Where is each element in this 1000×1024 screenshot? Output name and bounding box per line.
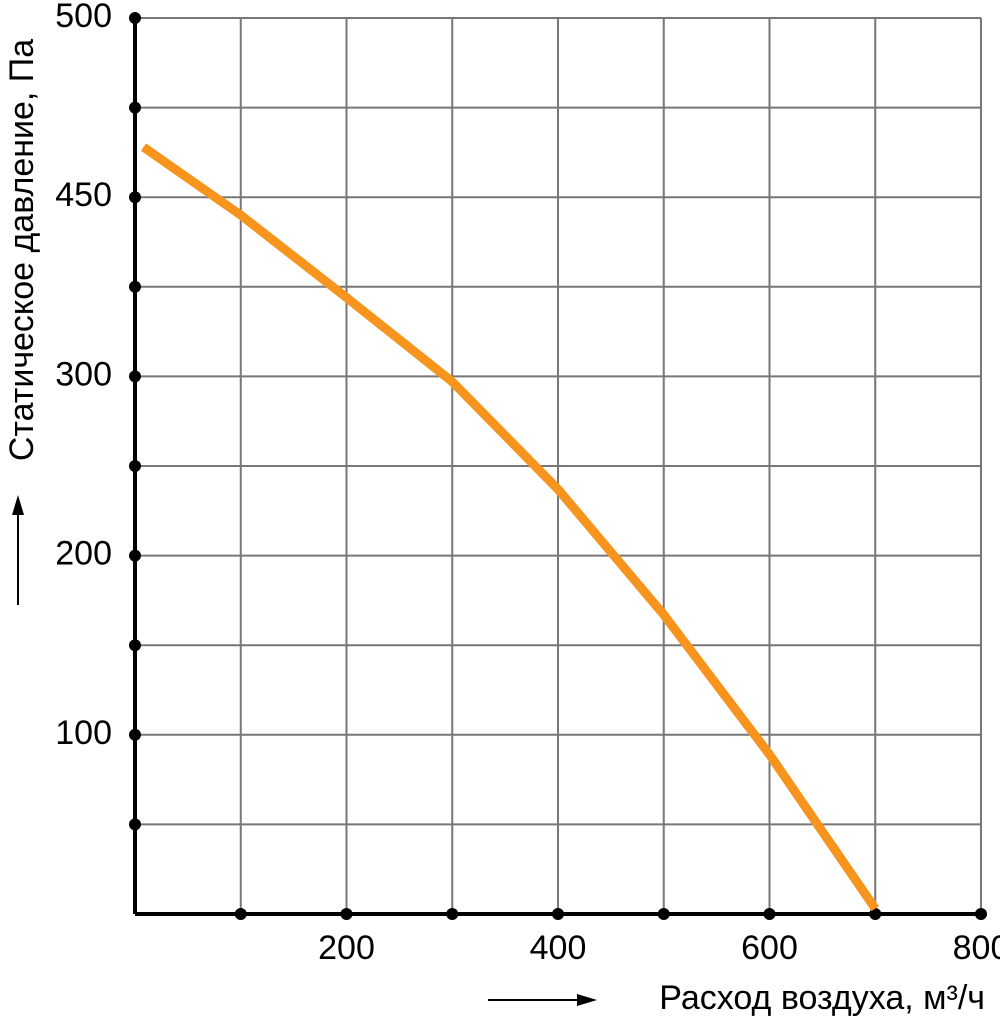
x-tick-dot [975,908,987,920]
x-tick-label: 200 [318,929,375,967]
x-tick-dot [552,908,564,920]
x-tick-label: 400 [530,929,587,967]
x-tick-dot [340,908,353,920]
x-tick-label: 800 [953,929,1000,967]
y-tick-dot [129,639,141,652]
y-tick-label: 450 [55,176,112,214]
y-tick-dot [129,280,141,293]
x-tick-dot [869,908,882,920]
x-arrow [488,994,597,1006]
y-tick-dot [129,460,141,472]
x-tick-dot [657,908,670,920]
x-axis-title: Расход воздуха, м³/ч [659,979,985,1017]
y-axis-title: Статическое давление, Па [3,39,41,461]
x-tick-dot [234,908,247,920]
y-tick-dot [129,818,141,831]
x-tick-label: 600 [741,929,798,967]
x-tick-dot [763,908,776,920]
y-tick-label: 300 [55,355,112,393]
y-tick-label: 200 [55,535,112,573]
y-tick-dot [129,549,141,562]
y-arrow [12,495,24,605]
y-tick-dot [129,728,141,741]
y-tick-dot [129,12,141,24]
y-tick-dot [129,191,141,204]
y-tick-dot [129,101,141,114]
y-tick-dot [129,370,141,383]
y-tick-label: 500 [55,0,112,35]
x-tick-dot [446,908,459,920]
y-tick-label: 100 [55,714,112,752]
curve [140,143,879,912]
